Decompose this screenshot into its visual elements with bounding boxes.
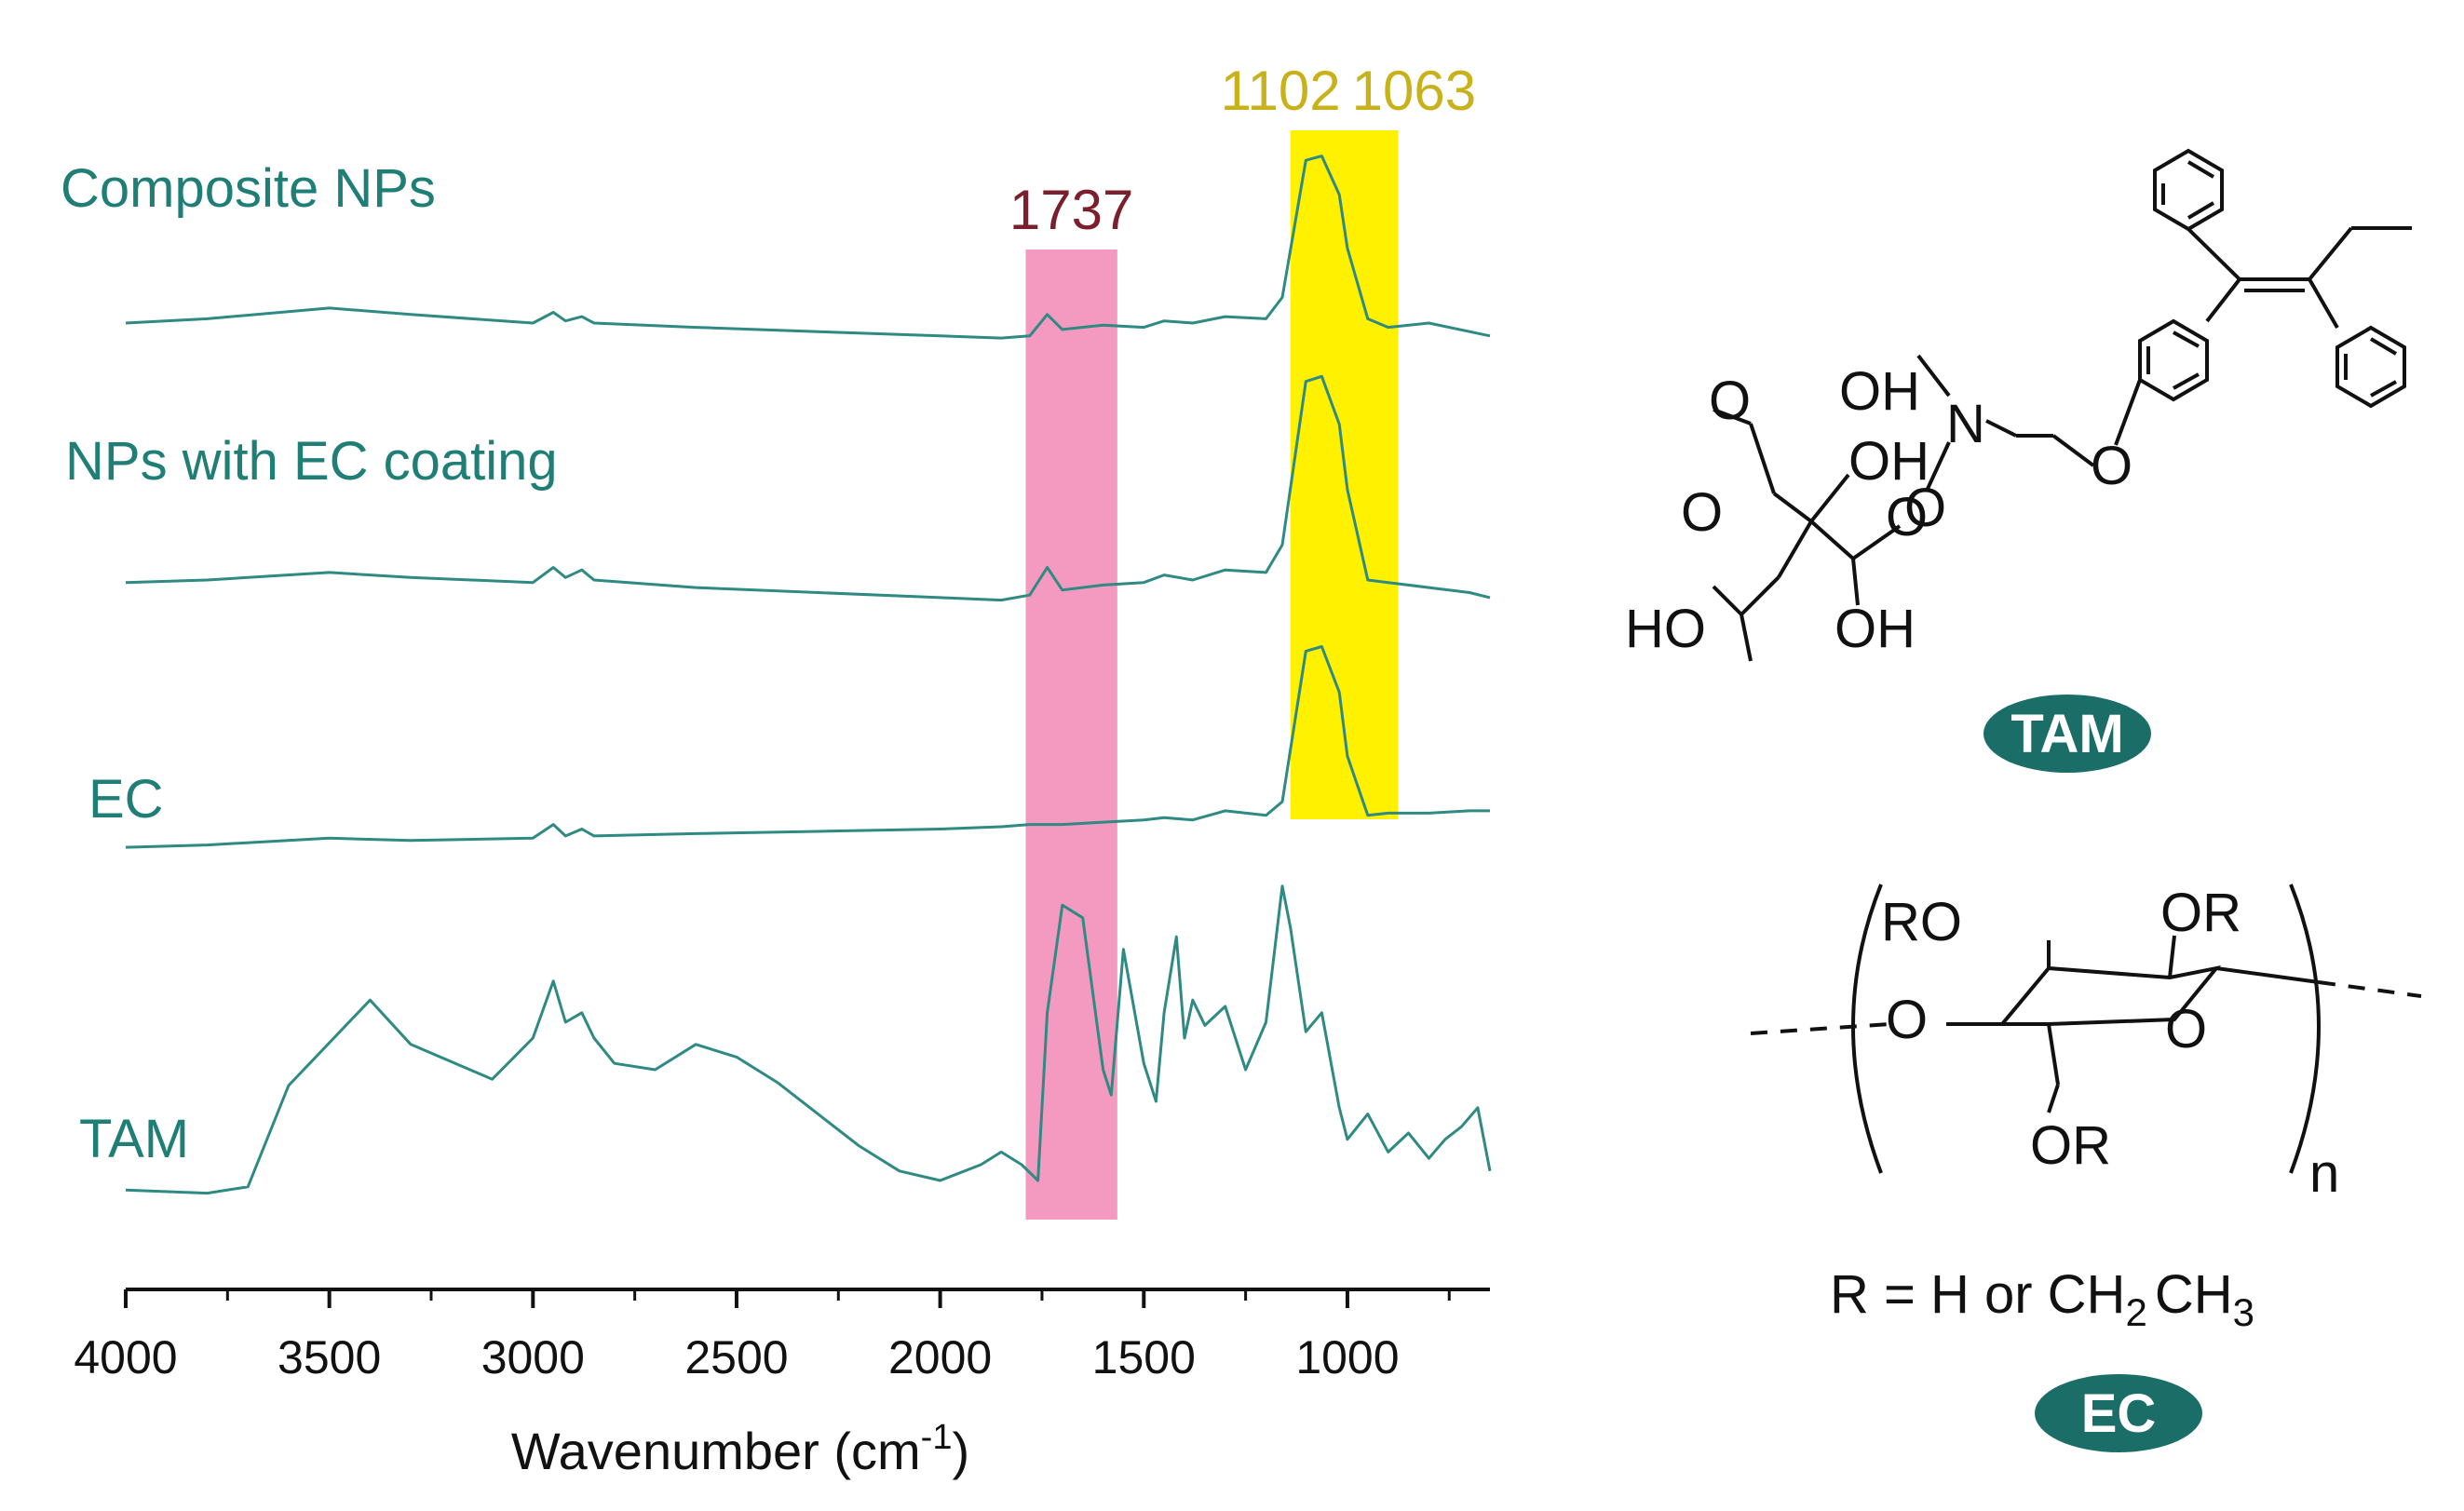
tam-label-ho: HO — [1625, 599, 1706, 659]
x-tick-label-3000: 3000 — [481, 1331, 585, 1383]
series-line-ec — [125, 645, 1490, 849]
annotation-1737: 1737 — [1009, 179, 1133, 241]
ec-formula: R = H or CH2 CH3 — [1830, 1264, 2254, 1334]
x-tick-label-3500: 3500 — [278, 1331, 381, 1383]
x-tick-label-2000: 2000 — [888, 1331, 992, 1383]
ec-label-or-top: OR — [2160, 883, 2241, 943]
tam-label-o-top: O — [1709, 371, 1751, 431]
ec-structure-labels: RO OR O O OR n — [1881, 883, 2339, 1204]
x-axis-title: Wavenumber (cm-1) — [511, 1418, 969, 1480]
series-line-tam — [125, 884, 1492, 1195]
tam-label-oh-bottom: OH — [1834, 599, 1916, 659]
phenoxy-ring — [2138, 318, 2209, 402]
series-label-tam: TAM — [79, 1109, 189, 1169]
tam-label-o-citrate: O — [1904, 478, 1946, 538]
tam-label-o-left: O — [1681, 482, 1723, 543]
x-axis-ticks: 4000 3500 3000 2500 2000 1500 1000 — [74, 1289, 1451, 1383]
x-tick-label-1000: 1000 — [1295, 1331, 1399, 1383]
ec-label-o-ring: O — [2165, 999, 2207, 1059]
ec-badge: EC — [2035, 1374, 2202, 1452]
annotation-1063: 1063 — [1352, 60, 1476, 122]
x-tick-label-4000: 4000 — [74, 1331, 177, 1383]
phenyl-ring-right — [2335, 325, 2406, 409]
series-label-ec: EC — [88, 769, 164, 830]
tam-structure-labels: O OH OH O O N O O HO OH — [1625, 361, 2132, 659]
x-tick-label-1500: 1500 — [1092, 1331, 1196, 1383]
tam-label-oh-mid: OH — [1848, 431, 1929, 492]
x-tick-label-2500: 2500 — [684, 1331, 788, 1383]
series-line-composite-nps — [125, 155, 1491, 340]
tam-label-o-ether: O — [2091, 436, 2132, 496]
tam-label-o-right: O — [1886, 487, 1928, 547]
tam-badge-text: TAM — [2010, 704, 2123, 764]
tam-label-n: N — [1946, 394, 1985, 454]
tam-label-oh-top: OH — [1839, 361, 1920, 422]
bracket-left — [1851, 884, 1883, 1174]
series-label-composite-nps: Composite NPs — [61, 158, 436, 219]
series-label-nps-ec-coating: NPs with EC coating — [65, 431, 558, 492]
bracket-right — [2289, 884, 2321, 1174]
spectra-series — [125, 155, 1492, 1195]
tam-badge: TAM — [1983, 695, 2151, 773]
annotation-1102: 1102 — [1221, 60, 1341, 122]
ec-label-n: n — [2309, 1143, 2339, 1204]
ec-badge-text: EC — [2081, 1383, 2157, 1444]
series-line-nps-with-ec-coating — [125, 374, 1491, 602]
ec-label-ro: RO — [1881, 892, 1962, 952]
ec-label-or-bottom: OR — [2030, 1115, 2111, 1176]
ec-label-o-left: O — [1886, 990, 1928, 1050]
tam-structure — [1712, 148, 2412, 662]
ec-structure — [1750, 884, 2422, 1174]
